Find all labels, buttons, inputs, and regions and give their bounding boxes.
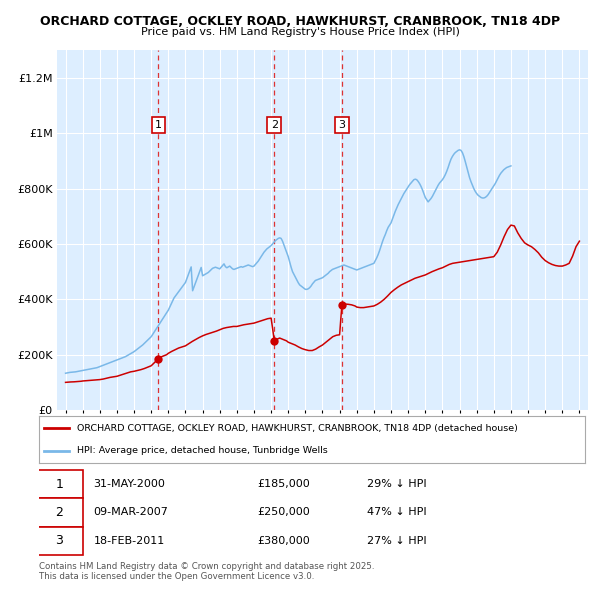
Text: 18-FEB-2011: 18-FEB-2011 [94, 536, 165, 546]
Text: 1: 1 [155, 120, 162, 130]
Text: 2: 2 [56, 506, 64, 519]
Text: 3: 3 [338, 120, 346, 130]
Text: 47% ↓ HPI: 47% ↓ HPI [367, 507, 426, 517]
Text: 2: 2 [271, 120, 278, 130]
Text: 09-MAR-2007: 09-MAR-2007 [94, 507, 169, 517]
FancyBboxPatch shape [36, 526, 83, 555]
Text: Contains HM Land Registry data © Crown copyright and database right 2025.
This d: Contains HM Land Registry data © Crown c… [39, 562, 374, 581]
Text: 31-MAY-2000: 31-MAY-2000 [94, 479, 166, 489]
Text: Price paid vs. HM Land Registry's House Price Index (HPI): Price paid vs. HM Land Registry's House … [140, 27, 460, 37]
FancyBboxPatch shape [36, 470, 83, 498]
Text: £185,000: £185,000 [257, 479, 310, 489]
Text: 1: 1 [56, 477, 64, 491]
Text: 3: 3 [56, 534, 64, 548]
Text: ORCHARD COTTAGE, OCKLEY ROAD, HAWKHURST, CRANBROOK, TN18 4DP: ORCHARD COTTAGE, OCKLEY ROAD, HAWKHURST,… [40, 15, 560, 28]
Text: HPI: Average price, detached house, Tunbridge Wells: HPI: Average price, detached house, Tunb… [77, 447, 328, 455]
FancyBboxPatch shape [36, 498, 83, 526]
Text: ORCHARD COTTAGE, OCKLEY ROAD, HAWKHURST, CRANBROOK, TN18 4DP (detached house): ORCHARD COTTAGE, OCKLEY ROAD, HAWKHURST,… [77, 424, 518, 432]
Text: 27% ↓ HPI: 27% ↓ HPI [367, 536, 426, 546]
Text: 29% ↓ HPI: 29% ↓ HPI [367, 479, 426, 489]
Text: £250,000: £250,000 [257, 507, 310, 517]
Text: £380,000: £380,000 [257, 536, 310, 546]
